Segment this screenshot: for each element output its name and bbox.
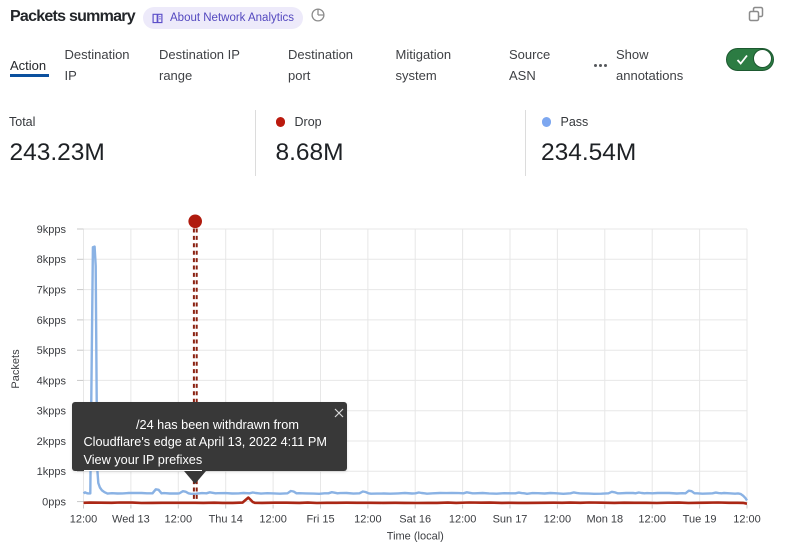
svg-text:7kpps: 7kpps	[37, 285, 67, 297]
svg-text:12:00: 12:00	[165, 514, 193, 526]
svg-text:2kpps: 2kpps	[37, 436, 67, 448]
svg-text:12:00: 12:00	[259, 514, 287, 526]
svg-text:Thu 14: Thu 14	[209, 514, 243, 526]
svg-text:Wed 13: Wed 13	[112, 514, 150, 526]
svg-text:3kpps: 3kpps	[37, 406, 67, 418]
svg-text:4kpps: 4kpps	[37, 375, 67, 387]
svg-text:Time (local): Time (local)	[387, 531, 444, 543]
svg-text:6kpps: 6kpps	[37, 315, 67, 327]
svg-text:Packets: Packets	[10, 349, 22, 389]
svg-text:12:00: 12:00	[638, 514, 666, 526]
svg-text:Sun 17: Sun 17	[493, 514, 528, 526]
svg-text:Sat 16: Sat 16	[399, 514, 431, 526]
svg-text:Fri 15: Fri 15	[306, 514, 334, 526]
svg-text:Mon 18: Mon 18	[586, 514, 623, 526]
svg-text:1kpps: 1kpps	[37, 466, 67, 478]
svg-text:8kpps: 8kpps	[37, 254, 67, 266]
svg-text:12:00: 12:00	[733, 514, 761, 526]
svg-text:12:00: 12:00	[449, 514, 477, 526]
svg-text:Tue 19: Tue 19	[683, 514, 717, 526]
svg-text:12:00: 12:00	[354, 514, 382, 526]
svg-text:12:00: 12:00	[544, 514, 572, 526]
svg-text:12:00: 12:00	[70, 514, 98, 526]
svg-text:9kpps: 9kpps	[37, 224, 67, 236]
svg-text:0pps: 0pps	[42, 497, 66, 509]
svg-text:5kpps: 5kpps	[37, 345, 67, 357]
